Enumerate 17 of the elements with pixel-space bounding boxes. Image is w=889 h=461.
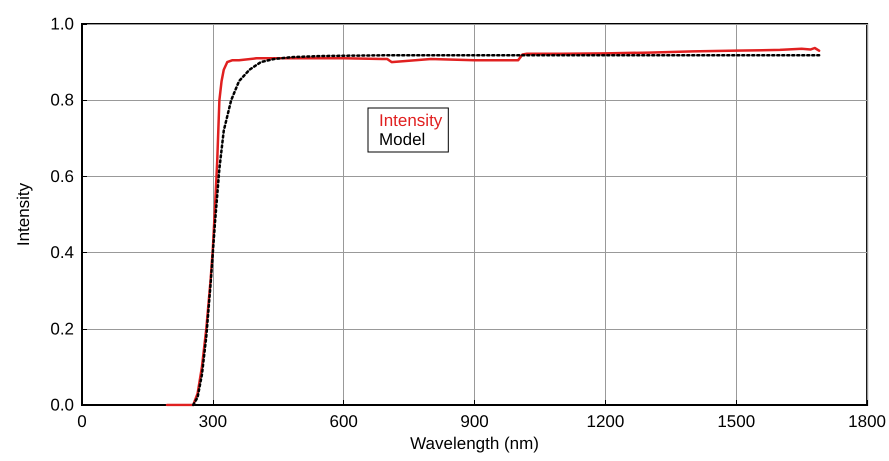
text: Intensity <box>379 111 443 130</box>
x-tick-label: 300 <box>198 412 228 431</box>
y-axis-title: Intensity <box>14 182 33 246</box>
x-tick-label: 0 <box>77 412 87 431</box>
y-tick-label: 0.6 <box>50 166 74 186</box>
text: Model <box>379 130 426 149</box>
y-tick-label: 1.0 <box>50 14 74 34</box>
y-tick-label: 0.0 <box>50 396 74 414</box>
y-tick-label: 0.2 <box>50 319 74 338</box>
y-tick-label: 0.4 <box>50 243 74 262</box>
x-tick-label: 1500 <box>717 412 756 431</box>
x-tick-label: 1800 <box>848 412 886 431</box>
x-axis-title: Wavelength (nm) <box>410 434 539 453</box>
x-tick-label: 1200 <box>586 412 624 431</box>
x-tick-label: 600 <box>330 412 358 431</box>
y-tick-label: 0.8 <box>50 90 74 110</box>
x-tick-label: 900 <box>460 412 489 431</box>
